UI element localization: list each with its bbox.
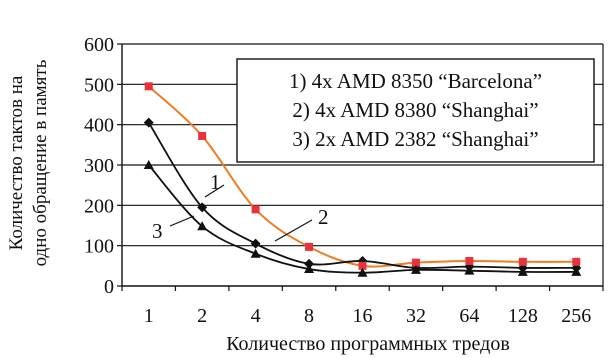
curve-label-leader [204,184,225,198]
curve-label: 1 [210,170,221,194]
x-axis-label: Количество программных тредов [226,333,510,355]
series-2-marker [198,131,207,140]
series-markers [143,82,582,277]
x-tick-label: 64 [459,305,479,327]
x-tick-labels: 1 2 4 8 16 32 64 128 256 [144,305,592,327]
series-1-marker [250,238,261,249]
series-3-marker [410,264,421,274]
y-tick-label: 300 [84,155,114,177]
series-3-marker [197,221,208,231]
y-tick-label: 600 [84,34,114,56]
series-3-marker [250,248,261,258]
y-tick-label: 400 [84,115,114,137]
series-2-line [148,85,577,268]
series-3-marker [143,160,154,169]
legend-entry: 3) 2x AMD 2382 “Shanghai” [292,127,538,151]
y-tick-label: 200 [84,195,114,217]
series-3-marker [304,264,315,274]
series-1-marker [304,258,315,269]
series-2-marker [358,261,367,270]
series-2-marker [411,258,420,267]
curve-labels: 1 2 3 [152,170,329,243]
axes [117,43,604,291]
x-tick-label: 2 [197,305,207,327]
y-tick-label: 500 [84,74,114,96]
series-2-marker [465,256,474,265]
x-tick-label: 256 [561,305,591,327]
series-2-marker [518,257,527,266]
y-axis-label-line-1: Количество тактов на [6,75,27,250]
y-tick-labels: 0 100 200 300 400 500 600 [84,34,114,298]
y-tick-label: 0 [104,276,114,298]
series-2-marker [572,257,581,266]
legend: 1) 4x AMD 8350 “Barcelona” 2) 4x AMD 8380… [236,58,595,163]
series-3-marker [357,267,368,277]
x-tick-label: 4 [251,305,261,327]
series-2-marker [144,82,153,91]
series-3-marker [464,265,475,275]
curve-label: 2 [318,205,329,229]
series-3-marker [517,266,528,276]
series-3-marker [571,266,582,276]
legend-box [236,58,595,163]
series-1-marker [143,117,154,128]
curve-label-leader [274,219,313,242]
legend-entry: 2) 4x AMD 8380 “Shanghai” [292,98,538,122]
curve-label: 3 [152,219,163,243]
y-axis-label-line-2: одно обращение в память [30,59,51,266]
x-tick-label: 16 [353,305,373,327]
y-tick-label: 100 [84,236,114,258]
x-tick-label: 8 [304,305,314,327]
series-1-marker [197,202,208,213]
x-tick-label: 32 [406,305,426,327]
x-tick-label: 1 [144,305,154,327]
series-2-marker [305,242,314,251]
x-tick-label: 128 [508,305,538,327]
curve-label-leader [169,215,195,227]
series-2-marker [251,205,260,214]
legend-entry: 1) 4x AMD 8350 “Barcelona” [289,69,542,93]
